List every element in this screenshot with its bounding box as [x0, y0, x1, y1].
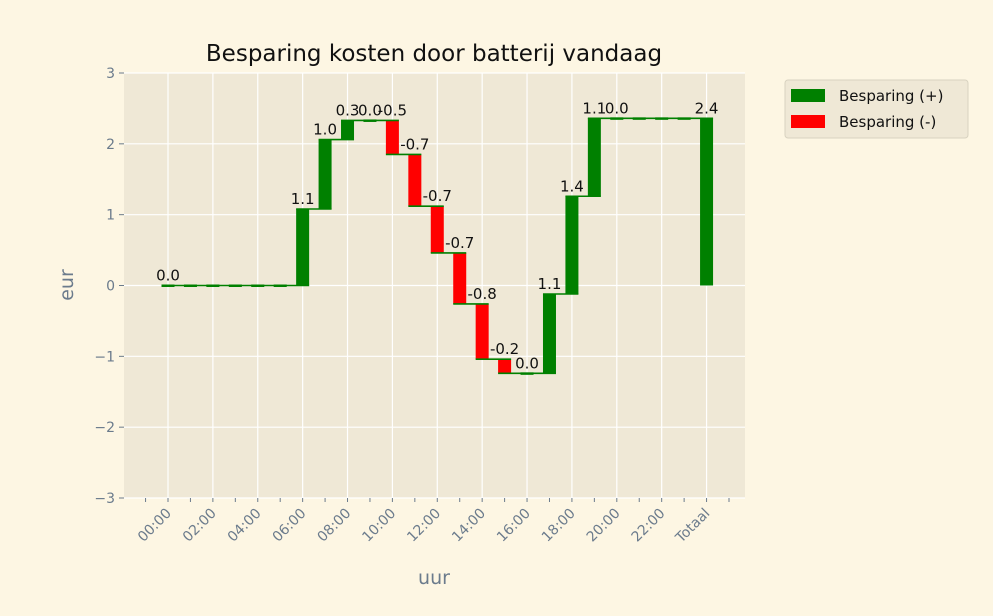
data-label: 1.4: [560, 177, 584, 195]
chart-title: Besparing kosten door batterij vandaag: [206, 41, 662, 67]
data-label: 0.3: [336, 101, 360, 119]
y-tick-label: 1: [106, 208, 115, 224]
legend-swatch-negative: [791, 115, 825, 128]
y-tick-label: −3: [94, 491, 115, 507]
x-tick-label: 00:00: [135, 506, 175, 546]
y-tick-label: −2: [94, 420, 115, 436]
data-label: 0.0: [605, 99, 629, 117]
x-axis: 00:00 02:00 04:00 06:00 08:00 10:00 12:00 14:00…: [135, 498, 730, 547]
bar: [408, 154, 422, 207]
data-label: -0.7: [445, 234, 474, 252]
data-label: 1.1: [291, 190, 315, 208]
x-axis-label: uur: [418, 567, 450, 589]
bar: [498, 359, 512, 374]
data-label: -0.7: [423, 187, 452, 205]
y-tick-label: 0: [106, 279, 115, 295]
x-tick-label: 10:00: [359, 506, 399, 546]
data-label: 1.1: [582, 99, 606, 117]
y-tick-label: 3: [106, 66, 115, 82]
bar: [341, 120, 355, 140]
x-tick-label: 16:00: [494, 506, 534, 546]
bar: [700, 118, 714, 286]
x-tick-label: 02:00: [180, 506, 220, 546]
bar: [385, 120, 399, 155]
legend: Besparing (+) Besparing (-): [784, 79, 969, 139]
data-label: 1.0: [313, 121, 337, 139]
y-tick-label: −1: [94, 349, 115, 365]
data-labels: 0.01.11.00.30.0-0.5-0.7-0.7-0.7-0.8-0.20…: [156, 99, 718, 372]
x-tick-label: 12:00: [404, 506, 444, 546]
x-tick-label: 20:00: [584, 506, 624, 546]
data-label: 1.1: [538, 275, 562, 293]
data-label: 2.4: [695, 99, 719, 117]
y-tick-label: 2: [106, 137, 115, 153]
x-tick-label: 04:00: [225, 506, 265, 546]
legend-box: [784, 79, 969, 139]
y-axis-label: eur: [56, 269, 78, 301]
bar: [453, 252, 467, 304]
data-label: 0.0: [515, 354, 539, 372]
data-label: -0.2: [490, 340, 519, 358]
x-tick-label: 08:00: [314, 506, 354, 546]
x-tick-label: 18:00: [539, 506, 579, 546]
x-tick-label: 22:00: [629, 506, 669, 546]
y-axis: −3 −2 −1 0 1 2 3: [94, 66, 124, 507]
legend-label-negative: Besparing (-): [839, 113, 936, 131]
bar: [565, 196, 579, 294]
bar: [475, 303, 489, 360]
data-label: 0.0: [156, 267, 180, 285]
bar: [430, 206, 444, 253]
data-label: -0.5: [378, 101, 407, 119]
bar: [587, 118, 601, 197]
bar: [296, 209, 310, 286]
data-label: 0.0: [358, 101, 382, 119]
x-tick-label: 06:00: [270, 506, 310, 546]
legend-label-positive: Besparing (+): [839, 87, 943, 105]
bar: [542, 294, 556, 374]
bar: [318, 139, 332, 209]
legend-swatch-positive: [791, 89, 825, 102]
data-label: -0.8: [468, 285, 497, 303]
x-tick-label: Totaal: [672, 506, 713, 547]
x-tick-label: 14:00: [449, 506, 489, 546]
connector-lines: [161, 117, 714, 375]
data-label: -0.7: [400, 135, 429, 153]
